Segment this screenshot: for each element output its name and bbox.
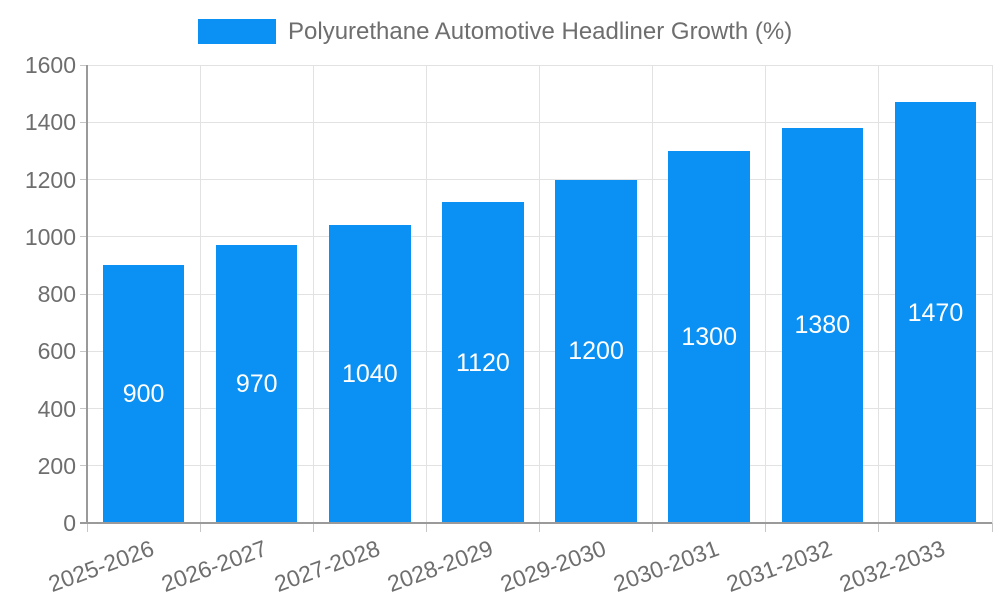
y-axis-label: 1200	[24, 166, 76, 193]
x-axis-tick	[425, 523, 427, 532]
y-axis-label: 1000	[24, 223, 76, 250]
gridline-vertical	[652, 65, 654, 523]
legend-label: Polyurethane Automotive Headliner Growth…	[288, 18, 793, 45]
y-axis-tick	[80, 64, 87, 66]
x-axis-label: 2031-2032	[723, 534, 836, 597]
x-axis-tick	[86, 523, 88, 532]
y-axis-tick	[80, 408, 87, 409]
gridline-vertical	[425, 65, 427, 523]
y-axis-tick	[80, 465, 87, 467]
y-axis-label: 200	[37, 452, 76, 479]
x-axis-label: 2030-2031	[610, 534, 723, 597]
gridline-vertical	[991, 65, 993, 523]
bar[interactable]: 1380	[781, 127, 864, 523]
x-axis-tick	[199, 523, 201, 532]
x-axis-label: 2032-2033	[836, 534, 949, 597]
legend-swatch	[198, 19, 276, 44]
gridline-vertical	[312, 65, 314, 523]
bar[interactable]: 1040	[329, 225, 411, 523]
y-axis-tick	[80, 121, 87, 123]
gridline-vertical	[539, 65, 540, 523]
bar[interactable]: 1470	[894, 102, 977, 523]
x-axis-line	[80, 522, 992, 524]
bar-value-label: 1300	[681, 322, 737, 351]
legend[interactable]: Polyurethane Automotive Headliner Growth…	[198, 17, 792, 46]
bar-value-label: 1040	[341, 360, 398, 389]
y-axis-label: 0	[63, 510, 76, 536]
x-axis-tick	[765, 523, 767, 532]
x-axis-label: 2028-2029	[383, 534, 497, 597]
gridline-vertical	[199, 65, 201, 523]
bar[interactable]: 1200	[555, 179, 637, 523]
bar[interactable]: 1300	[668, 150, 750, 523]
bar-value-label: 1470	[907, 298, 964, 327]
y-axis-tick	[80, 179, 87, 180]
y-axis-label: 1400	[24, 109, 76, 136]
bar-value-label: 900	[122, 380, 165, 409]
y-axis-line	[86, 65, 88, 524]
x-axis-label: 2029-2030	[497, 534, 610, 597]
gridline-vertical	[878, 65, 880, 523]
x-axis-label: 2025-2026	[44, 534, 157, 597]
bar-value-label: 1380	[794, 311, 851, 340]
bar[interactable]: 900	[102, 265, 185, 523]
y-axis-tick	[80, 350, 87, 352]
x-axis-tick	[991, 523, 993, 532]
y-axis-label: 1600	[24, 52, 76, 78]
x-axis-tick	[312, 523, 314, 532]
y-axis-label: 600	[37, 338, 76, 365]
y-axis-tick	[80, 293, 87, 295]
x-axis-tick	[652, 523, 654, 532]
y-axis-label: 800	[37, 281, 76, 307]
x-axis-tick	[878, 523, 880, 532]
bar[interactable]: 970	[215, 245, 298, 523]
x-axis-tick	[539, 523, 540, 532]
bar-value-label: 1120	[456, 348, 510, 377]
bar-value-label: 970	[235, 370, 278, 399]
x-axis-label: 2026-2027	[157, 534, 270, 597]
y-axis-label: 400	[37, 395, 76, 422]
y-axis-tick	[80, 236, 87, 238]
bar[interactable]: 1120	[442, 202, 524, 523]
gridline-vertical	[765, 65, 767, 523]
x-axis-label: 2027-2028	[270, 534, 384, 597]
bar-value-label: 1200	[568, 337, 624, 366]
